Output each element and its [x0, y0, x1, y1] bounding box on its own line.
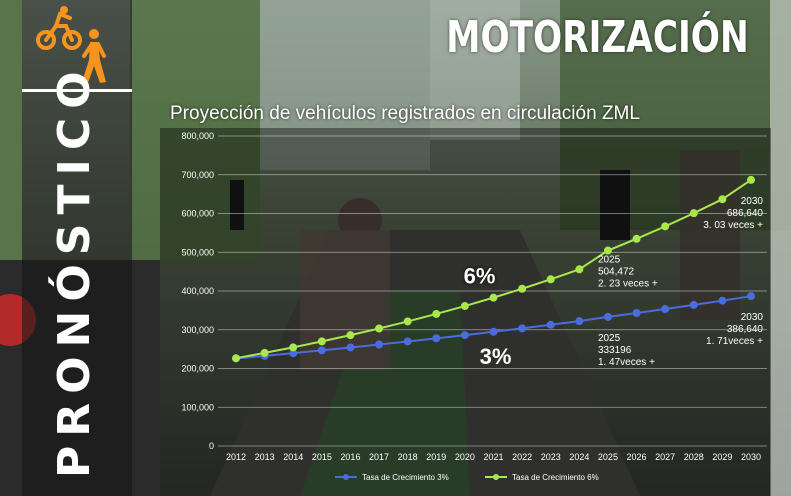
y-tick-label: 200,000	[181, 364, 214, 374]
x-tick-label: 2029	[712, 452, 732, 462]
data-point	[575, 317, 584, 326]
page-title: MOTORIZACIÓN	[446, 12, 749, 63]
data-point	[317, 346, 326, 355]
x-tick-label: 2014	[283, 452, 303, 462]
x-tick-label: 2013	[255, 452, 275, 462]
x-tick-label: 2020	[455, 452, 475, 462]
x-tick-label: 2030	[741, 452, 761, 462]
annotation-text: 333196	[598, 345, 632, 356]
data-point	[346, 343, 355, 352]
data-point	[375, 340, 384, 349]
x-tick-label: 2027	[655, 452, 675, 462]
chart-title: Proyección de vehículos registrados en c…	[170, 103, 640, 124]
x-tick-label: 2021	[483, 452, 503, 462]
y-tick-label: 100,000	[181, 402, 214, 412]
y-tick-label: 700,000	[181, 170, 214, 180]
data-point	[632, 234, 641, 243]
data-point	[575, 265, 584, 274]
data-point	[603, 312, 612, 321]
data-point	[518, 284, 527, 293]
data-point	[260, 348, 269, 357]
x-tick-label: 2026	[627, 452, 647, 462]
x-tick-label: 2018	[398, 452, 418, 462]
annotation-text: 2030	[741, 196, 764, 207]
data-point	[432, 309, 441, 318]
data-point	[375, 324, 384, 333]
annotation-text: 1. 71veces +	[706, 336, 763, 347]
annotation-text: 504,472	[598, 267, 635, 278]
x-tick-label: 2023	[541, 452, 561, 462]
y-tick-label: 0	[209, 441, 214, 451]
data-point	[603, 246, 612, 255]
annotation-text: 3. 03 veces +	[703, 220, 763, 231]
x-tick-label: 2017	[369, 452, 389, 462]
data-point	[518, 324, 527, 333]
sidebar-divider	[22, 89, 132, 92]
y-tick-label: 800,000	[181, 131, 214, 141]
data-point	[661, 305, 670, 314]
legend-label: Tasa de Crecimiento 6%	[512, 473, 599, 482]
y-tick-label: 600,000	[181, 209, 214, 219]
legend-marker	[493, 474, 499, 480]
annotation-text: 2025	[598, 255, 621, 266]
data-point	[432, 334, 441, 343]
x-tick-label: 2022	[512, 452, 532, 462]
x-tick-label: 2015	[312, 452, 332, 462]
data-point	[289, 343, 298, 352]
data-point	[317, 337, 326, 346]
x-tick-label: 2012	[226, 452, 246, 462]
cyclist-icon	[36, 6, 82, 50]
sidebar-panel	[22, 0, 132, 496]
data-point	[489, 293, 498, 302]
pedestrian-icon	[82, 29, 106, 83]
rate-label-3pct: 3%	[480, 344, 512, 369]
annotation-text: 386,640	[727, 324, 764, 335]
data-point	[346, 331, 355, 340]
data-point	[403, 337, 412, 346]
chart-panel	[160, 128, 771, 496]
legend-label: Tasa de Crecimiento 3%	[362, 473, 449, 482]
data-point	[689, 300, 698, 309]
data-point	[718, 296, 727, 305]
y-tick-label: 500,000	[181, 247, 214, 257]
annotation-text: 2030	[741, 312, 764, 323]
mobility-icons	[36, 6, 106, 83]
data-point	[546, 320, 555, 329]
annotation-text: 686,640	[727, 208, 764, 219]
x-tick-label: 2016	[340, 452, 360, 462]
data-point	[661, 222, 670, 231]
rate-label-6pct: 6%	[464, 264, 496, 289]
annotation-text: 2025	[598, 333, 621, 344]
data-point	[747, 292, 755, 301]
x-tick-label: 2028	[684, 452, 704, 462]
data-point	[747, 175, 755, 184]
y-tick-label: 300,000	[181, 325, 214, 335]
data-point	[289, 349, 298, 358]
data-point	[460, 331, 469, 340]
data-point	[232, 354, 240, 363]
annotation-text: 1. 47veces +	[598, 357, 655, 368]
annotation-text: 2. 23 veces +	[598, 279, 658, 290]
x-tick-label: 2019	[426, 452, 446, 462]
data-point	[718, 195, 727, 204]
y-tick-label: 400,000	[181, 286, 214, 296]
legend-marker	[343, 474, 349, 480]
data-point	[403, 317, 412, 326]
data-point	[689, 209, 698, 218]
x-tick-label: 2025	[598, 452, 618, 462]
data-point	[546, 275, 555, 284]
x-tick-label: 2024	[569, 452, 589, 462]
data-point	[460, 302, 469, 311]
data-point	[632, 309, 641, 318]
data-point	[489, 327, 498, 336]
